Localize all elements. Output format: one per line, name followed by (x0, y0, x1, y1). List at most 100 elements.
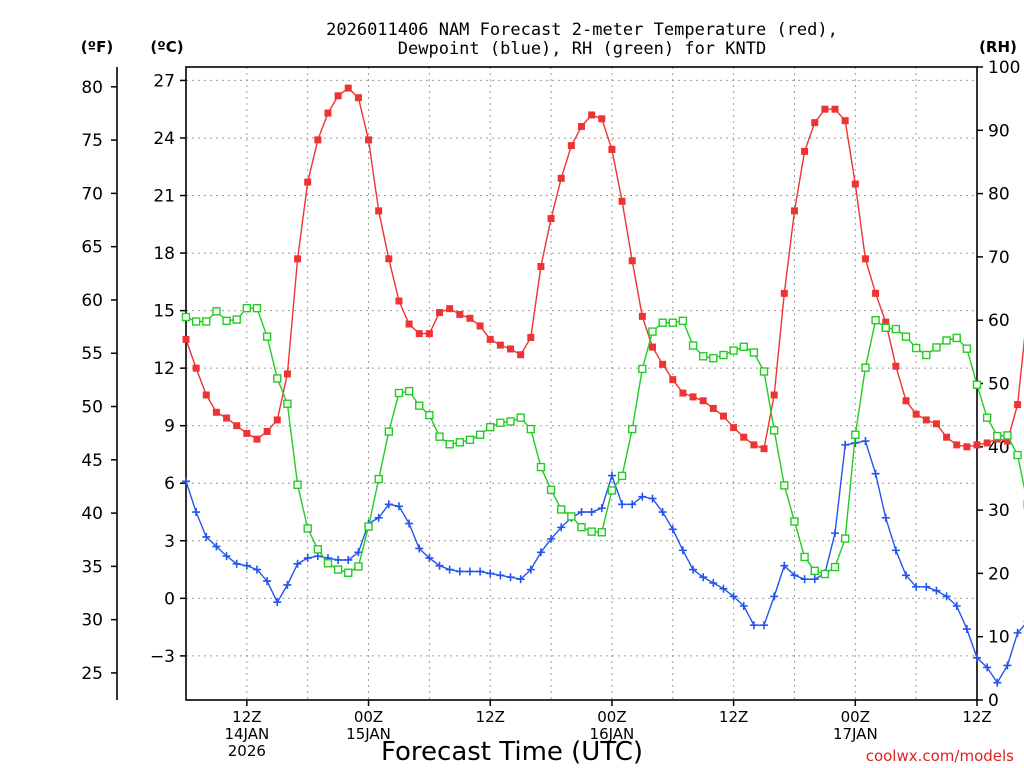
dewpoint-point (587, 508, 596, 517)
dewpoint-point (780, 561, 789, 570)
c-tick-label: 24 (153, 129, 175, 149)
dewpoint-point (658, 508, 667, 517)
x-tick-label-line1: 12Z (476, 708, 505, 726)
dewpoint-point (699, 573, 708, 582)
c-tick-label: −3 (150, 647, 175, 667)
rh-point (496, 418, 505, 427)
temperature-point (395, 297, 403, 305)
temperature-point (344, 84, 352, 92)
dewpoint-point (547, 534, 556, 543)
rh-point (394, 388, 404, 398)
temperature-point (699, 397, 707, 405)
temperature-point (1003, 437, 1011, 445)
dewpoint-point (810, 575, 819, 584)
series-layer (181, 84, 1024, 687)
temperature-point (790, 207, 798, 215)
temperature-point (466, 314, 474, 322)
temperature-point (365, 136, 373, 144)
temperature-point (780, 289, 788, 297)
temperature-point (476, 322, 484, 330)
dewpoint-point (628, 500, 637, 509)
dewpoint-point (536, 548, 545, 557)
dewpoint-point (212, 542, 221, 551)
dewpoint-point (476, 567, 485, 576)
temperature-point (638, 312, 646, 320)
temperature-point (385, 255, 393, 263)
temperature-point (334, 92, 342, 100)
rh-point (232, 315, 241, 324)
rh-point (800, 552, 809, 562)
f-tick-label: 80 (81, 78, 103, 98)
rh-point (729, 346, 738, 355)
rh-point (577, 522, 586, 532)
temperature-point (253, 435, 261, 443)
dewpoint-point (374, 513, 383, 522)
rh-point (628, 424, 637, 434)
temperature-point (375, 207, 383, 215)
temperature-point (557, 174, 565, 182)
dewpoint-point (831, 529, 840, 538)
rh-point (374, 474, 383, 484)
dewpoint-point (983, 663, 992, 672)
dewpoint-point (405, 519, 414, 528)
dewpoint-point (739, 602, 748, 611)
dewpoint-point (455, 567, 464, 576)
temperature-point (709, 404, 717, 412)
series-dewpoint-line (182, 437, 1024, 687)
rh-point (354, 562, 363, 571)
temperature-point (425, 330, 433, 338)
temperature-point (456, 310, 464, 318)
rh-point (262, 332, 272, 341)
dewpoint-point (273, 598, 282, 607)
x-tick-label-line2: 16JAN (590, 725, 635, 743)
temperature-point (192, 364, 200, 372)
rh-point (698, 352, 708, 361)
temperature-point (892, 362, 900, 370)
rh-point (435, 432, 444, 441)
rh-point (648, 327, 657, 336)
rh-point (333, 565, 343, 574)
x-axis-label: Forecast Time (UTC) (381, 737, 643, 767)
rh-point (597, 528, 606, 537)
rh-tick-label: 70 (988, 248, 1010, 268)
dewpoint-point (506, 573, 515, 582)
dewpoint-point (790, 571, 799, 580)
rh-point (840, 534, 850, 543)
rh-point (638, 364, 647, 374)
dewpoint-point (384, 500, 393, 509)
temperature-point (273, 416, 281, 424)
dewpoint-point (334, 555, 343, 564)
rh-point (252, 303, 262, 313)
dewpoint-point (577, 508, 586, 517)
rh-point (283, 399, 292, 408)
rh-point (688, 341, 698, 350)
temperature-point (263, 427, 271, 435)
rh-point (658, 318, 667, 327)
dewpoint-point (344, 555, 353, 564)
rh-point (932, 343, 941, 352)
rh-point (181, 312, 191, 322)
fahrenheit-tick-labels: 25 30 35 40 45 50 55 60 65 70 75 80 (81, 78, 117, 684)
rh-tick-label: 60 (988, 311, 1010, 331)
rh-point (749, 348, 759, 357)
chart-title-line2: Dewpoint (blue), RH (green) for KNTD (398, 39, 766, 59)
c-tick-label: 3 (164, 532, 175, 552)
rh-point (506, 417, 515, 426)
dewpoint-point (486, 569, 495, 578)
dewpoint-point (922, 582, 931, 591)
dewpoint-point (242, 561, 251, 570)
dewpoint-point (891, 546, 900, 555)
grid-lines (186, 67, 978, 700)
rh-point (425, 410, 434, 420)
temperature-line (185, 87, 1024, 450)
temperature-point (517, 351, 525, 359)
temperature-point (882, 318, 890, 326)
rh-point (384, 427, 394, 436)
temperature-point (831, 105, 839, 113)
rh-tick-label: 100 (988, 58, 1020, 78)
c-tick-label: 27 (153, 71, 175, 91)
rh-point (922, 350, 931, 360)
rh-point (790, 517, 799, 526)
celsius-tick-labels: −3 0 3 6 9 12 15 18 21 24 27 (150, 71, 186, 667)
rh-point (242, 303, 252, 313)
